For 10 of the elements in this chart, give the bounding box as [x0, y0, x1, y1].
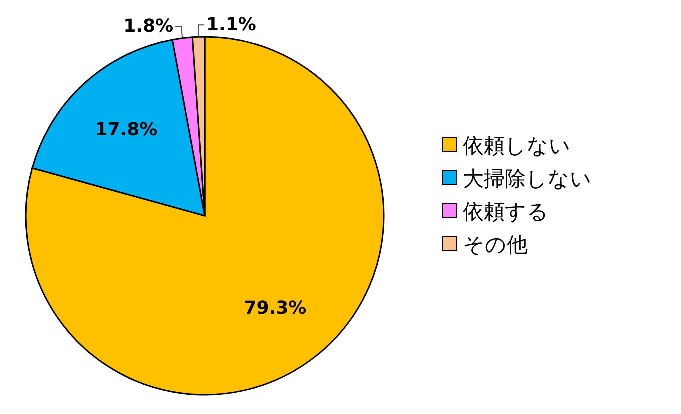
- legend-label: 依頼する: [463, 200, 549, 224]
- data-label: 1.1%: [206, 14, 256, 36]
- legend-label: 依頼しない: [463, 134, 571, 158]
- data-label: 79.3%: [244, 298, 307, 320]
- data-label: 1.8%: [124, 16, 174, 37]
- legend-label: その他: [463, 233, 528, 257]
- legend-label: 大掃除しない: [463, 167, 592, 191]
- pie-slice: [32, 39, 206, 217]
- data-label: 17.8%: [95, 120, 158, 141]
- pie-slice: [25, 36, 385, 396]
